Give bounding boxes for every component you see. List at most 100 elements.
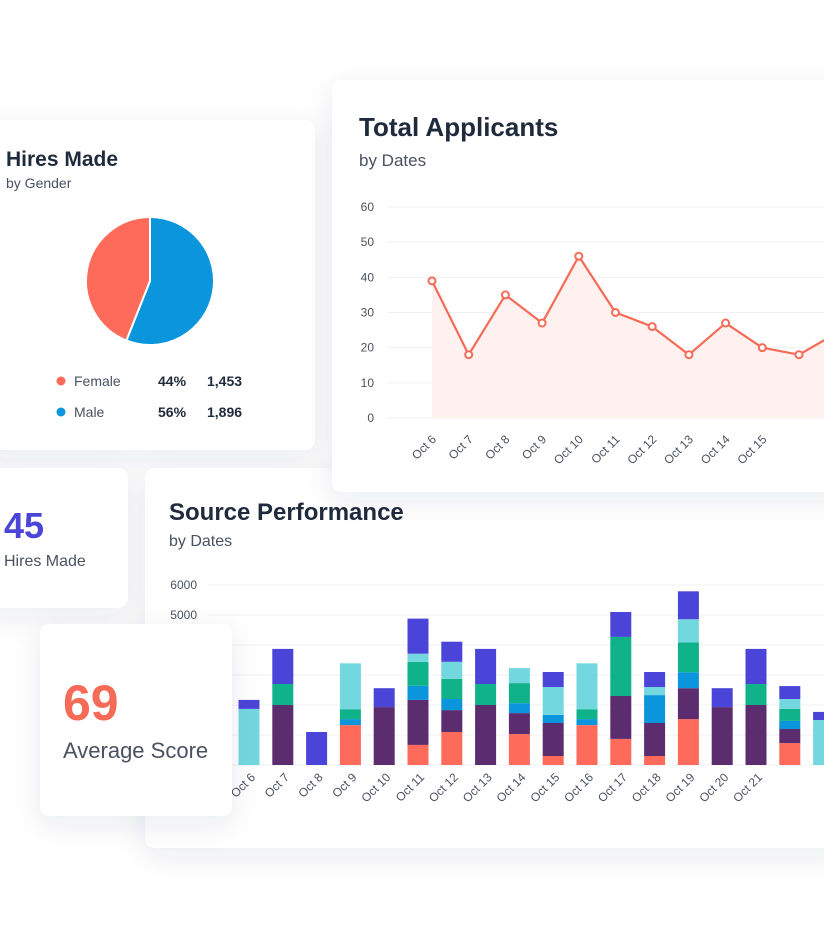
bar-segment <box>238 708 260 765</box>
y-tick-label: 30 <box>361 306 375 320</box>
bar-segment <box>508 734 530 765</box>
point <box>537 318 547 328</box>
bar-segment <box>475 648 497 684</box>
average-score-stat-card: 69 Average Score <box>40 624 232 816</box>
bar-segment <box>745 705 767 765</box>
y-tick-label: 60 <box>361 200 375 214</box>
bar-segment <box>644 672 666 687</box>
bar-segment <box>677 591 699 620</box>
bar-segment <box>542 723 564 756</box>
stat-value: 45 <box>4 505 44 546</box>
bar-segment <box>272 705 294 765</box>
bar-segment <box>677 688 699 720</box>
bar-segment <box>576 725 598 765</box>
y-tick-label: 6000 <box>170 578 197 592</box>
source-performance-card: Source Performance by Dates 010002000300… <box>145 468 824 848</box>
bar-segment <box>475 705 497 765</box>
hires-gender-card: Hires Made by Gender Female 44% 1,453 Male 5… <box>0 120 315 450</box>
bar-segment <box>407 661 429 686</box>
bar-segment <box>339 663 361 710</box>
bar-segment <box>813 720 824 765</box>
bar-segment <box>441 678 463 699</box>
bar-segment <box>339 719 361 726</box>
bar-segment <box>644 687 666 696</box>
point <box>574 251 584 261</box>
total-applicants-card: Total Applicants by Dates 0102030405060O… <box>332 80 824 492</box>
point <box>464 350 474 360</box>
bar-segment <box>813 711 824 720</box>
bar-segment <box>779 686 801 699</box>
legend-swatch <box>56 407 66 417</box>
bar-segment <box>576 709 598 720</box>
bar-segment <box>745 684 767 705</box>
y-tick-label: 40 <box>361 270 375 284</box>
bar-segment <box>508 668 530 684</box>
bar-segment <box>238 699 260 709</box>
bar-segment <box>677 642 699 673</box>
pie-slice <box>85 215 151 342</box>
bar-segment <box>272 684 294 705</box>
bar-segment <box>542 756 564 765</box>
hires-made-stat-card: 45 Hires Made <box>0 468 128 608</box>
bar-segment <box>373 688 395 708</box>
point <box>500 290 510 300</box>
bar-segment <box>339 725 361 765</box>
bar-segment <box>306 732 328 765</box>
bar-segment <box>711 688 733 708</box>
bar-segment <box>779 708 801 721</box>
bar-segment <box>407 699 429 745</box>
legend-count: 1,453 <box>207 373 242 389</box>
bar-segment <box>407 653 429 662</box>
card-title: Source Performance <box>169 499 404 526</box>
legend-percent: 56% <box>158 404 187 420</box>
bar-segment <box>441 641 463 662</box>
card <box>0 468 128 608</box>
stat-label: Hires Made <box>4 553 86 570</box>
bar-segment <box>542 672 564 687</box>
bar-segment <box>542 687 564 715</box>
legend-count: 1,896 <box>207 404 242 420</box>
bar-segment <box>610 612 632 637</box>
card-subtitle: by Dates <box>359 151 426 170</box>
point <box>684 350 694 360</box>
bar-segment <box>677 619 699 643</box>
legend-label: Male <box>74 404 105 420</box>
point <box>721 318 731 328</box>
legend-percent: 44% <box>158 373 187 389</box>
bar-segment <box>542 714 564 723</box>
bar-segment <box>508 683 530 704</box>
y-tick-label: 10 <box>361 376 375 390</box>
y-tick-label: 50 <box>361 235 375 249</box>
bar-segment <box>407 618 429 654</box>
bar-segment <box>339 709 361 720</box>
bar-segment <box>272 648 294 684</box>
bar-segment <box>779 743 801 765</box>
bar-segment <box>610 696 632 739</box>
bar-segment <box>745 648 767 684</box>
bar-segment <box>508 713 530 735</box>
bar-segment <box>373 707 395 765</box>
bar-segment <box>576 719 598 726</box>
card-subtitle: by Dates <box>169 533 232 550</box>
point <box>794 350 804 360</box>
bar-segment <box>677 719 699 765</box>
stat-value: 69 <box>63 675 119 731</box>
bar-segment <box>475 684 497 705</box>
y-tick-label: 20 <box>361 341 375 355</box>
bar-segment <box>779 729 801 744</box>
point <box>757 343 767 353</box>
line <box>431 255 824 356</box>
bar-segment <box>441 710 463 732</box>
bar-segment <box>610 738 632 765</box>
bar-segment <box>407 685 429 700</box>
bar-segment <box>644 695 666 723</box>
card-title: Hires Made <box>6 148 118 171</box>
bar-segment <box>576 663 598 710</box>
stat-label: Average Score <box>63 738 208 763</box>
point <box>611 308 620 317</box>
point <box>427 276 437 286</box>
bar-segment <box>441 699 463 711</box>
legend-swatch <box>56 376 66 386</box>
pie-slice <box>125 215 215 346</box>
